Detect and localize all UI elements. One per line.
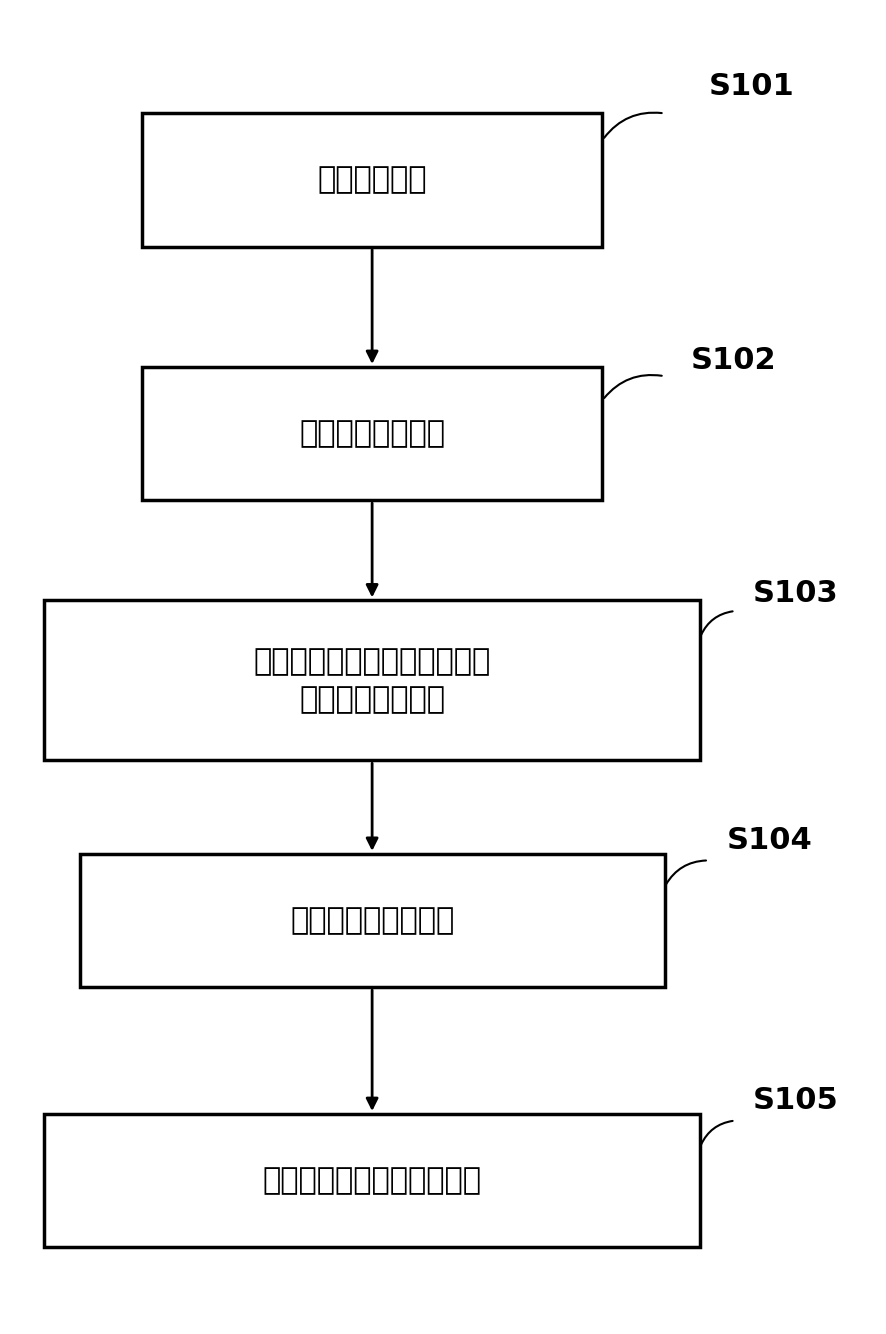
Bar: [142, 113, 602, 247]
Text: S105: S105: [753, 1086, 839, 1115]
Text: S101: S101: [709, 72, 795, 101]
Text: 按照识别规则逐级对原文或者
译文进行纠错检查: 按照识别规则逐级对原文或者 译文进行纠错检查: [253, 647, 491, 714]
Text: 将比较结果汇总呈现给用户: 将比较结果汇总呈现给用户: [262, 1166, 482, 1195]
Text: 输入原文或者译文: 输入原文或者译文: [299, 419, 445, 448]
Bar: [80, 854, 664, 987]
Text: 比较提取出来的元素: 比较提取出来的元素: [290, 906, 455, 935]
Text: S103: S103: [753, 579, 839, 608]
Bar: [142, 367, 602, 500]
Bar: [44, 1114, 700, 1247]
Bar: [44, 600, 700, 760]
Text: S104: S104: [727, 826, 812, 855]
Text: S102: S102: [691, 346, 777, 375]
Text: 编制识别规则: 编制识别规则: [317, 165, 427, 195]
